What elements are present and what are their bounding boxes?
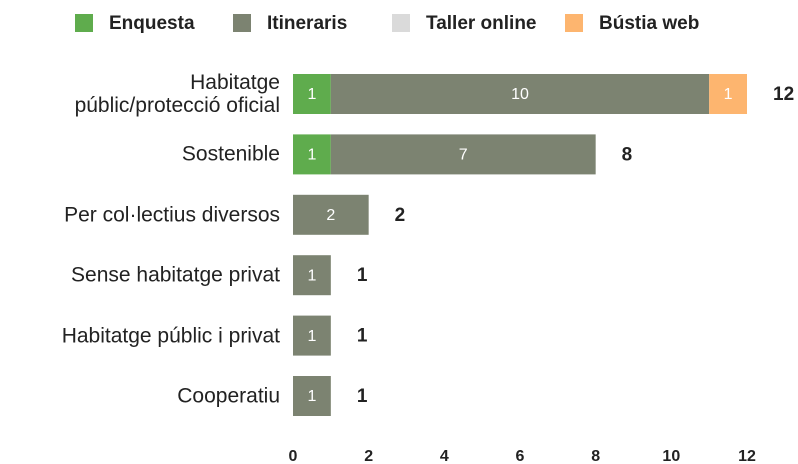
legend-label: Itineraris	[267, 13, 347, 34]
x-tick-label: 2	[364, 448, 373, 464]
bar-segment	[293, 315, 331, 356]
segment-label: 1	[307, 267, 316, 284]
legend-swatch	[565, 14, 583, 32]
category-label: Cooperatiu	[177, 384, 280, 408]
total-label: 12	[773, 84, 794, 105]
bar-segment	[293, 255, 331, 296]
total-label: 8	[622, 144, 633, 165]
category-label: Habitatge públic i privat	[61, 324, 280, 348]
legend-label: Taller online	[426, 13, 537, 34]
segment-label: 1	[307, 86, 316, 103]
legend-label: Enquesta	[109, 13, 195, 34]
x-tick-label: 6	[516, 448, 525, 464]
legend-swatch	[233, 14, 251, 32]
category-label: Per col·lectius diversos	[64, 203, 280, 227]
bar-segment	[293, 194, 369, 235]
legend-swatch	[75, 14, 93, 32]
legend-swatch	[392, 14, 410, 32]
bar-segment	[330, 74, 710, 114]
segment-label: 2	[326, 207, 335, 224]
x-tick-label: 8	[591, 448, 600, 464]
total-label: 1	[357, 265, 368, 286]
total-label: 2	[395, 205, 406, 226]
x-tick-label: 4	[440, 448, 449, 464]
segment-label: 1	[307, 328, 316, 345]
category-label: Sostenible	[181, 142, 280, 166]
x-tick-label: 12	[738, 448, 756, 464]
segment-label: 1	[724, 86, 733, 103]
segment-label: 1	[307, 147, 316, 164]
category-label: Sense habitatge privat	[71, 263, 280, 287]
bar-segment	[293, 376, 331, 416]
total-label: 1	[357, 326, 368, 347]
segment-label: 1	[307, 388, 316, 405]
total-label: 1	[357, 386, 368, 407]
segment-label: 7	[459, 147, 468, 164]
x-tick-label: 10	[662, 448, 680, 464]
bar-segment	[709, 74, 747, 114]
category-label: Habitatge públic/protecció oficial	[74, 71, 280, 117]
legend-label: Bústia web	[599, 13, 699, 34]
bar-segment	[293, 134, 331, 175]
bar-segment	[330, 134, 596, 175]
x-tick-label: 0	[289, 448, 298, 464]
bar-segment	[293, 74, 331, 114]
segment-label: 10	[511, 86, 529, 103]
